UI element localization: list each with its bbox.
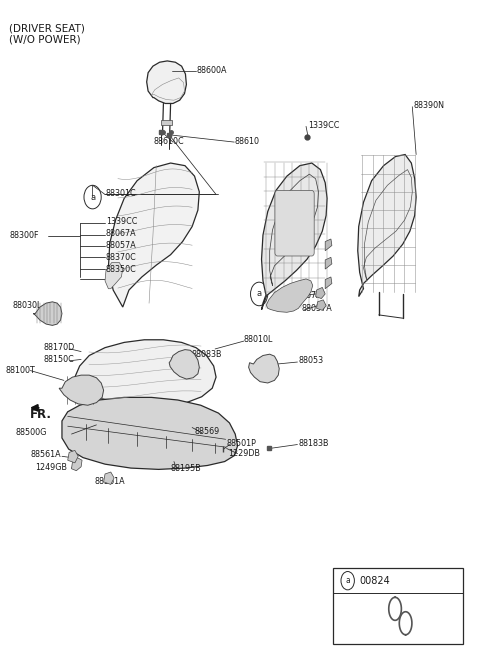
Polygon shape — [68, 451, 78, 463]
Polygon shape — [72, 458, 82, 471]
Text: 00824: 00824 — [360, 576, 390, 586]
Text: 88610: 88610 — [234, 137, 259, 146]
Polygon shape — [325, 277, 332, 289]
Text: 1339CC: 1339CC — [308, 121, 339, 130]
Polygon shape — [33, 302, 62, 325]
Text: 1339CC: 1339CC — [106, 217, 137, 226]
Polygon shape — [169, 350, 199, 379]
Text: 88390N: 88390N — [413, 101, 444, 110]
Polygon shape — [104, 472, 114, 484]
Polygon shape — [317, 300, 326, 310]
Text: 88010L: 88010L — [244, 335, 273, 344]
Text: a: a — [345, 576, 350, 585]
Text: 88150C: 88150C — [44, 355, 74, 364]
Text: 88561A: 88561A — [31, 451, 61, 459]
Text: 88300F: 88300F — [9, 231, 39, 240]
Text: 88083B: 88083B — [191, 350, 222, 359]
Polygon shape — [59, 375, 104, 405]
Text: 88600A: 88600A — [197, 66, 228, 75]
Text: 88561A: 88561A — [94, 478, 125, 486]
Text: (W/O POWER): (W/O POWER) — [9, 35, 81, 45]
Bar — [160, 120, 172, 125]
Text: 88170D: 88170D — [44, 343, 75, 352]
Text: 88183B: 88183B — [299, 439, 329, 447]
Polygon shape — [262, 163, 327, 310]
Polygon shape — [316, 287, 325, 298]
Text: a: a — [90, 193, 95, 201]
Text: a: a — [257, 289, 262, 298]
Polygon shape — [147, 61, 186, 104]
Text: 88350C: 88350C — [106, 264, 137, 274]
Polygon shape — [72, 340, 216, 408]
Text: 88067A: 88067A — [106, 229, 137, 238]
Text: 88500G: 88500G — [15, 428, 47, 438]
Polygon shape — [249, 354, 279, 383]
Polygon shape — [62, 398, 238, 470]
Polygon shape — [325, 257, 332, 269]
Text: 88610C: 88610C — [154, 137, 184, 146]
Text: 88501P: 88501P — [227, 439, 256, 447]
Text: 88053: 88053 — [299, 356, 324, 365]
Bar — [333, 568, 463, 644]
Text: 88301C: 88301C — [106, 189, 137, 197]
Text: 88190: 88190 — [71, 380, 96, 390]
Polygon shape — [358, 155, 416, 297]
Polygon shape — [325, 239, 332, 251]
Polygon shape — [266, 279, 313, 312]
FancyBboxPatch shape — [275, 190, 314, 256]
Text: 88030L: 88030L — [12, 301, 42, 310]
Text: 88569: 88569 — [194, 427, 220, 436]
Text: 88370C: 88370C — [106, 253, 137, 262]
Text: 1249GB: 1249GB — [35, 463, 67, 472]
Text: 1229DB: 1229DB — [228, 449, 260, 458]
Text: FR.: FR. — [29, 408, 51, 421]
Text: a: a — [90, 390, 95, 400]
Text: 88067A: 88067A — [292, 291, 322, 300]
Text: 88057A: 88057A — [301, 304, 332, 313]
Text: 88057A: 88057A — [106, 241, 137, 250]
Text: 88195B: 88195B — [170, 464, 201, 473]
Text: (DRIVER SEAT): (DRIVER SEAT) — [9, 24, 85, 33]
Polygon shape — [105, 262, 123, 289]
Polygon shape — [108, 163, 199, 307]
Text: 88100T: 88100T — [5, 366, 35, 375]
